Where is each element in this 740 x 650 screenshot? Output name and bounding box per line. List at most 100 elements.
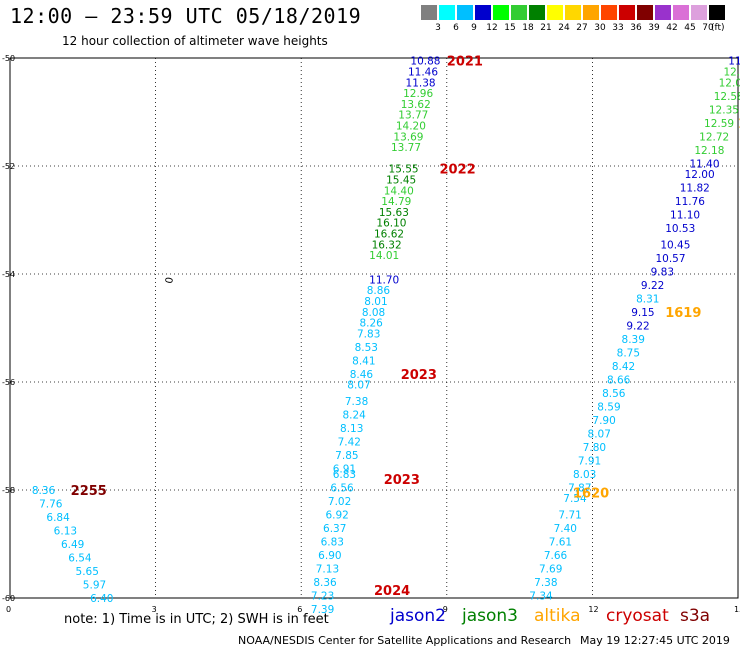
wave-height-value: 16.10 <box>376 218 406 230</box>
wave-height-value: 7.54 <box>563 493 587 505</box>
colorbar-label: 24 <box>558 23 570 33</box>
wave-height-value: 9.15 <box>631 307 654 319</box>
wave-height-value: 7.23 <box>311 590 334 602</box>
wave-height-value: 7.13 <box>316 563 339 575</box>
grid-lines <box>10 58 738 598</box>
wave-height-value: 7.66 <box>544 550 568 562</box>
wave-height-value: 9.22 <box>626 320 649 332</box>
colorbar-label: 12 <box>486 23 498 33</box>
wave-height-value: 11.10 <box>670 210 700 222</box>
wave-height-value: 14.20 <box>396 121 426 133</box>
colorbar-swatch <box>619 5 635 20</box>
wave-height-value: 7.38 <box>345 396 368 408</box>
wave-height-value: 13.62 <box>401 99 431 111</box>
legend-jason2: jason2 <box>390 606 446 626</box>
y-tick-label: -50 <box>2 54 15 63</box>
colorbar-label: 9 <box>471 23 477 33</box>
wave-height-value: 7.02 <box>328 496 351 508</box>
colorbar-swatch <box>583 5 599 20</box>
wave-height-value: 8.66 <box>607 374 631 386</box>
x-tick-label: 3 <box>152 605 157 614</box>
wave-height-value: 9.83 <box>651 266 674 278</box>
wave-height-value: 8.56 <box>602 388 626 400</box>
wave-height-value: 15.55 <box>389 164 419 176</box>
colorbar-label: 21 <box>540 23 552 33</box>
pass-time-label: 2022 <box>440 163 476 178</box>
wave-height-value: 15.63 <box>379 207 409 219</box>
y-tick-label: -52 <box>2 162 15 171</box>
wave-height-value: 10.88 <box>410 56 440 68</box>
wave-height-value: 8.07 <box>347 380 370 392</box>
colorbar-swatch <box>421 5 437 20</box>
legend-cryosat: cryosat <box>606 606 669 626</box>
colorbar-swatch <box>655 5 671 20</box>
wave-height-value: 7.34 <box>529 590 553 602</box>
colorbar-swatch <box>691 5 707 20</box>
wave-height-value: 8.07 <box>588 428 611 440</box>
wave-height-value: 7.87 <box>568 482 591 494</box>
wave-height-value: 6.90 <box>318 550 341 562</box>
pass-time-label: 1620 <box>573 487 609 502</box>
x-tick-label: 12 <box>588 605 598 614</box>
wave-height-value: 7.61 <box>549 536 572 548</box>
wave-height-value: 7.69 <box>539 563 562 575</box>
page-subtitle: 12 hour collection of altimeter wave hei… <box>62 34 328 48</box>
wave-height-value: 15.45 <box>386 175 416 187</box>
wave-height-value: 7.91 <box>578 455 601 467</box>
legend-s3a: s3a <box>680 606 711 626</box>
x-tick-label: 9 <box>443 605 448 614</box>
wave-height-value: 12.72 <box>699 131 729 143</box>
colorbar-swatch <box>637 5 653 20</box>
wave-height-value: 6.91 <box>333 463 356 475</box>
wave-height-value: 11.40 <box>689 158 719 170</box>
colorbar-label: 39 <box>648 23 660 33</box>
colorbar-unit: (ft) <box>711 23 725 33</box>
wave-height-value: 12.18 <box>694 145 724 157</box>
colorbar-label: 15 <box>504 23 516 33</box>
pass-time-label: 2021 <box>447 55 483 70</box>
wave-height-value: 8.36 <box>313 577 337 589</box>
wave-height-value: 6.13 <box>54 526 77 538</box>
wave-height-value: 8.53 <box>355 342 378 354</box>
wave-height-value: 14.79 <box>381 196 411 208</box>
wave-height-value: 8.59 <box>597 401 620 413</box>
wave-height-value: 13.77 <box>398 110 428 122</box>
colorbar-label: 3 <box>435 23 441 33</box>
wave-height-value: 14.01 <box>369 250 399 262</box>
colorbar-label: 45 <box>684 23 696 33</box>
wave-height-value: 8.08 <box>362 307 385 319</box>
legend-jason3: jason3 <box>462 606 518 626</box>
wave-height-value: 6.37 <box>323 523 346 535</box>
colorbar-label: 70 <box>702 23 714 33</box>
colorbar-swatch <box>457 5 473 20</box>
wave-height-value: 8.39 <box>622 334 645 346</box>
wave-height-value: 7.83 <box>357 328 380 340</box>
wave-height-value: 16.32 <box>372 239 402 251</box>
wave-height-value: 9.22 <box>641 280 664 292</box>
colorbar-swatch <box>709 5 725 20</box>
page-title: 12:00 – 23:59 UTC 05/18/2019 <box>10 4 362 28</box>
wave-height-value: 6.92 <box>325 509 348 521</box>
wave-height-value: 13.69 <box>393 131 423 143</box>
pass-time-label: 2023 <box>384 473 420 488</box>
colorbar-label: 42 <box>666 23 678 33</box>
colorbar-label: 18 <box>522 23 534 33</box>
wave-height-value: 11.46 <box>408 67 438 79</box>
colorbar-swatch <box>601 5 617 20</box>
wave-height-value: 11.70 <box>369 274 399 286</box>
wave-height-value: 6.54 <box>68 553 92 565</box>
legend-altika: altika <box>534 606 581 626</box>
wave-height-value: 8.26 <box>359 318 383 330</box>
colorbar-label: 33 <box>612 23 624 33</box>
x-tick-label: 0 <box>6 605 11 614</box>
island-label: 0 <box>164 276 176 284</box>
pass-time-label: 2255 <box>71 484 107 499</box>
wave-height-value: 12.07 <box>719 77 740 89</box>
colorbar-swatch <box>439 5 455 20</box>
wave-height-value: 12.35 <box>709 104 739 116</box>
wave-height-value: 6.49 <box>61 539 84 551</box>
pass-time-label: 16 <box>738 117 740 132</box>
wave-height-value: 10.45 <box>660 239 690 251</box>
wave-height-value: 7.39 <box>311 604 334 616</box>
